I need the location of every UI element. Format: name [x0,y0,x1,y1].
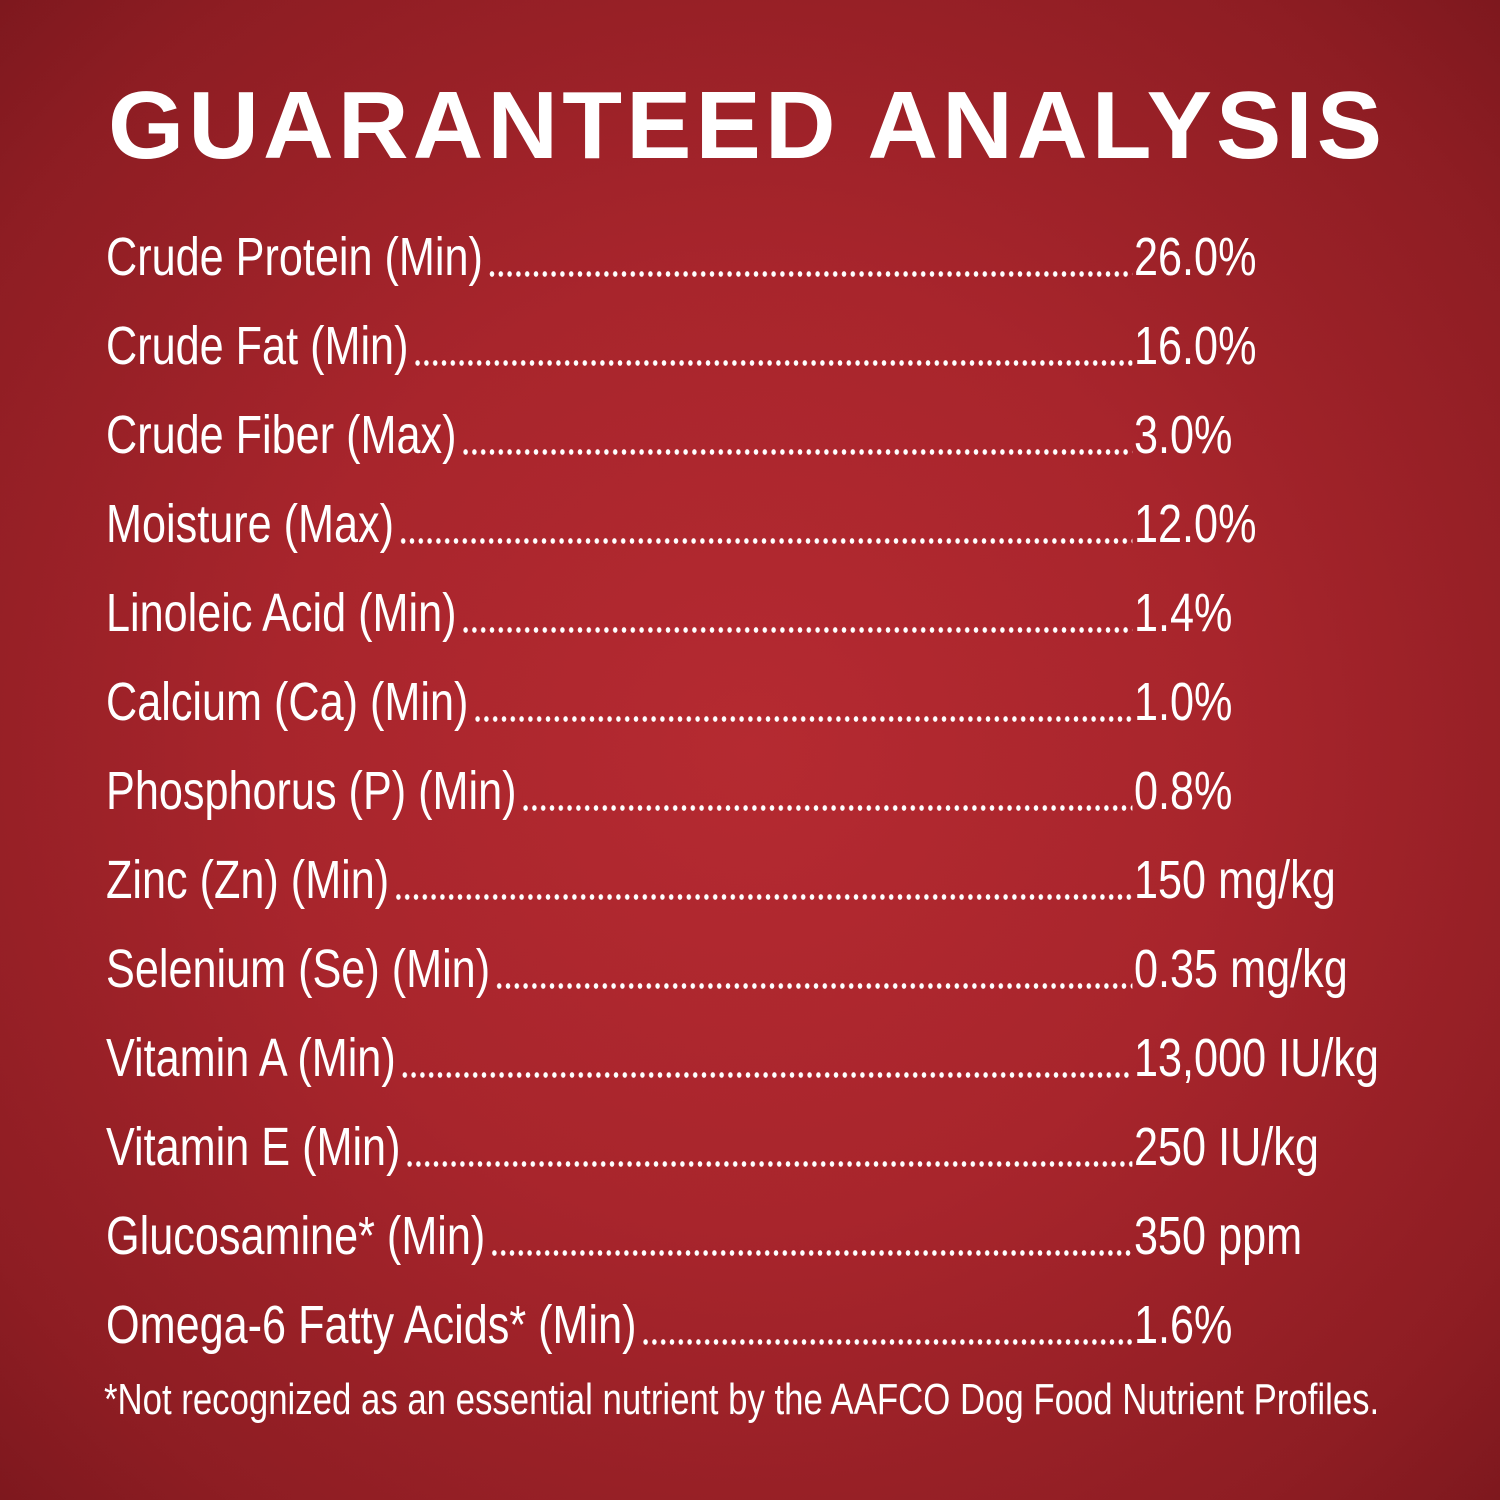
nutrient-label: Omega-6 Fatty Acids* (Min) [106,1294,637,1355]
row-lead: Glucosamine* (Min) [106,1205,1134,1267]
analysis-row: Zinc (Zn) (Min) 150 mg/kg [106,835,1379,924]
row-lead: Phosphorus (P) (Min) [106,760,1134,822]
nutrient-value: 26.0% [1134,226,1257,287]
dot-leader [487,269,1133,278]
nutrient-value: 250 IU/kg [1134,1116,1319,1177]
row-lead: Linoleic Acid (Min) [106,582,1134,644]
footnote: *Not recognized as an essential nutrient… [104,1375,1380,1424]
nutrient-label: Crude Protein (Min) [106,226,483,287]
nutrient-label: Vitamin A (Min) [106,1027,396,1088]
row-lead: Crude Fiber (Max) [106,404,1134,466]
row-lead: Vitamin A (Min) [106,1027,1134,1089]
analysis-row: Vitamin A (Min) 13,000 IU/kg [106,1013,1379,1102]
dot-leader [521,803,1133,812]
analysis-row: Crude Protein (Min) 26.0% [106,212,1379,301]
dot-leader [400,1070,1133,1079]
nutrient-label: Crude Fat (Min) [106,315,409,376]
nutrient-label: Moisture (Max) [106,493,395,554]
analysis-row: Selenium (Se) (Min) 0.35 mg/kg [106,924,1379,1013]
nutrient-label: Phosphorus (P) (Min) [106,760,517,821]
nutrient-value: 1.0% [1134,671,1233,732]
row-lead: Crude Protein (Min) [106,226,1134,288]
nutrient-value: 13,000 IU/kg [1134,1027,1379,1088]
analysis-row: Linoleic Acid (Min) 1.4% [106,568,1379,657]
dot-leader [393,892,1133,901]
analysis-row: Crude Fiber (Max) 3.0% [106,390,1379,479]
nutrient-label: Glucosamine* (Min) [106,1205,486,1266]
dot-leader [461,625,1133,634]
dot-leader [490,1248,1133,1257]
analysis-row: Phosphorus (P) (Min) 0.8% [106,746,1379,835]
row-lead: Omega-6 Fatty Acids* (Min) [106,1294,1134,1356]
analysis-list: Crude Protein (Min) 26.0% Crude Fat (Min) 1… [106,212,1500,1369]
nutrient-label: Linoleic Acid (Min) [106,582,457,643]
analysis-row: Crude Fat (Min) 16.0% [106,301,1379,390]
analysis-row: Vitamin E (Min) 250 IU/kg [106,1102,1379,1191]
dot-leader [413,358,1133,367]
analysis-row: Moisture (Max) 12.0% [106,479,1379,568]
nutrient-value: 0.35 mg/kg [1134,938,1348,999]
row-lead: Zinc (Zn) (Min) [106,849,1134,911]
dot-leader [641,1337,1133,1346]
nutrient-value: 350 ppm [1134,1205,1303,1266]
nutrient-label: Vitamin E (Min) [106,1116,401,1177]
analysis-row: Glucosamine* (Min) 350 ppm [106,1191,1379,1280]
nutrient-label: Zinc (Zn) (Min) [106,849,390,910]
analysis-row: Omega-6 Fatty Acids* (Min) 1.6% [106,1280,1379,1369]
nutrient-label: Selenium (Se) (Min) [106,938,491,999]
nutrient-value: 0.8% [1134,760,1233,821]
nutrient-value: 1.6% [1134,1294,1233,1355]
row-lead: Selenium (Se) (Min) [106,938,1134,1000]
dot-leader [398,536,1133,545]
row-lead: Crude Fat (Min) [106,315,1134,377]
analysis-row: Calcium (Ca) (Min) 1.0% [106,657,1379,746]
dot-leader [473,714,1133,723]
page-title: GUARANTEED ANALYSIS [108,72,1387,179]
dot-leader [494,981,1133,990]
nutrient-value: 16.0% [1134,315,1257,376]
nutrient-value: 150 mg/kg [1134,849,1336,910]
nutrient-value: 12.0% [1134,493,1257,554]
nutrient-label: Crude Fiber (Max) [106,404,457,465]
nutrient-value: 1.4% [1134,582,1233,643]
dot-leader [461,447,1133,456]
row-lead: Moisture (Max) [106,493,1134,555]
nutrient-value: 3.0% [1134,404,1233,465]
nutrient-label: Calcium (Ca) (Min) [106,671,469,732]
row-lead: Vitamin E (Min) [106,1116,1134,1178]
dot-leader [405,1159,1133,1168]
row-lead: Calcium (Ca) (Min) [106,671,1134,733]
